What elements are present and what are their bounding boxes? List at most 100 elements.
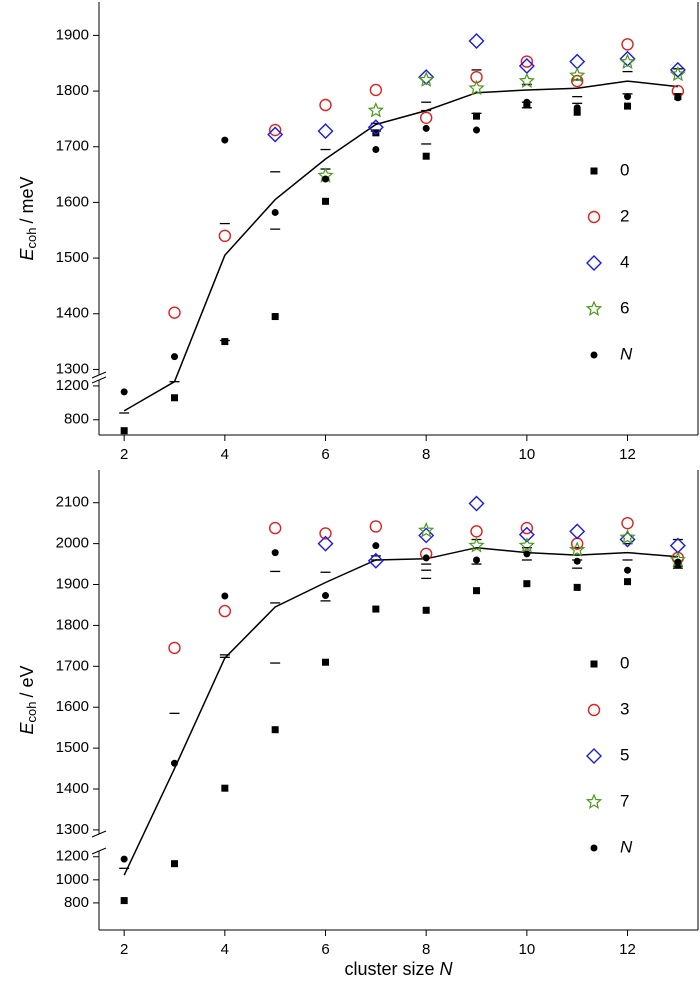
y-tick-label: 1900 (56, 26, 89, 43)
y-label-symbol: E (17, 722, 37, 735)
circle-marker (419, 111, 433, 124)
diamond-marker (267, 126, 284, 143)
axis-break (91, 376, 107, 384)
legend-marker (590, 167, 598, 175)
star-marker (518, 537, 535, 553)
axis-break (91, 371, 107, 379)
dot-marker (171, 759, 179, 767)
square-marker (573, 108, 581, 116)
dot-marker (372, 542, 380, 550)
star-marker (669, 65, 686, 82)
dot-marker (221, 592, 229, 600)
legend-marker (590, 660, 598, 668)
y-label-symbol: E (17, 248, 37, 261)
dot-marker (674, 558, 682, 566)
square-marker (523, 580, 531, 588)
y-tick-label: 1700 (56, 657, 89, 674)
y-tick-label: 1400 (56, 780, 89, 797)
diamond-marker (468, 495, 485, 512)
circle-marker (369, 520, 383, 533)
y-tick-label: 1500 (56, 249, 89, 266)
legend-label: 7 (620, 791, 629, 810)
x-tick-label: 12 (619, 446, 636, 463)
dot-marker (523, 550, 531, 558)
legend-label: 0 (620, 160, 629, 179)
y-tick-label: 1200 (56, 377, 89, 394)
square-marker (171, 860, 179, 868)
y-axis-label: Ecoh / eV (17, 665, 40, 734)
legend-label: N (620, 344, 633, 363)
circle-marker (168, 306, 181, 319)
y-tick-label: 1700 (56, 138, 89, 155)
circle-marker (520, 55, 534, 68)
x-tick-label: 2 (120, 941, 128, 958)
y-tick-label: 1000 (56, 871, 89, 888)
square-marker (322, 197, 330, 205)
diamond-marker (669, 61, 686, 78)
dot-marker (221, 136, 229, 144)
square-marker (473, 587, 481, 595)
legend-marker (586, 255, 602, 271)
star-marker (417, 71, 435, 87)
square-marker (422, 152, 430, 160)
star-marker (468, 537, 485, 553)
x-tick-label: 8 (422, 446, 430, 463)
y-label-unit: / meV (17, 177, 37, 224)
square-marker (624, 578, 632, 586)
square-marker (171, 394, 179, 402)
square-marker (322, 658, 330, 666)
legend-label: 6 (620, 298, 629, 317)
y-tick-label: 2000 (56, 535, 89, 552)
diamond-marker (669, 537, 686, 554)
x-tick-label: 4 (221, 941, 229, 958)
square-marker (422, 606, 430, 614)
legend-marker (590, 844, 598, 852)
square-marker (271, 313, 279, 321)
dot-marker (573, 557, 581, 565)
y-tick-label: 2100 (56, 494, 89, 511)
circle-marker (218, 604, 232, 618)
diamond-marker (418, 527, 435, 544)
square-marker (120, 897, 128, 905)
y-label-subscript: coh (24, 702, 39, 723)
legend-marker (587, 703, 601, 717)
dot-marker (271, 208, 279, 216)
diamond-marker (468, 32, 485, 49)
x-tick-label: 12 (619, 941, 636, 958)
y-tick-label: 1300 (56, 360, 89, 377)
circle-marker (520, 521, 534, 535)
diamond-marker (518, 526, 535, 543)
dot-marker (422, 554, 430, 562)
square-marker (624, 102, 632, 110)
y-label-subscript: coh (24, 228, 39, 249)
diamond-marker (418, 69, 435, 86)
dot-marker (120, 855, 128, 863)
star-marker (569, 66, 586, 83)
dot-marker (624, 93, 632, 101)
dot-marker (322, 175, 330, 183)
y-tick-label: 1200 (56, 848, 89, 865)
x-label-text: cluster size (344, 959, 434, 979)
star-marker (468, 79, 485, 96)
legend-marker (590, 351, 598, 359)
circle-marker (268, 521, 282, 535)
dot-marker (120, 388, 128, 396)
dot-marker (573, 104, 581, 112)
y-label-unit: / eV (17, 665, 37, 697)
legend-marker (587, 210, 601, 224)
dot-marker (523, 98, 531, 106)
circle-marker (369, 83, 383, 97)
dot-marker (674, 94, 682, 102)
legend-label: 5 (620, 745, 629, 764)
legend-label: 3 (620, 699, 629, 718)
star-marker (619, 528, 636, 545)
x-axis-label: cluster size N (344, 959, 453, 979)
dot-marker (473, 126, 481, 134)
circle-marker (168, 641, 181, 655)
diamond-marker (367, 119, 384, 136)
star-marker (518, 72, 535, 88)
dot-marker (271, 549, 279, 557)
circle-marker (319, 527, 332, 540)
diamond-marker (569, 53, 586, 70)
